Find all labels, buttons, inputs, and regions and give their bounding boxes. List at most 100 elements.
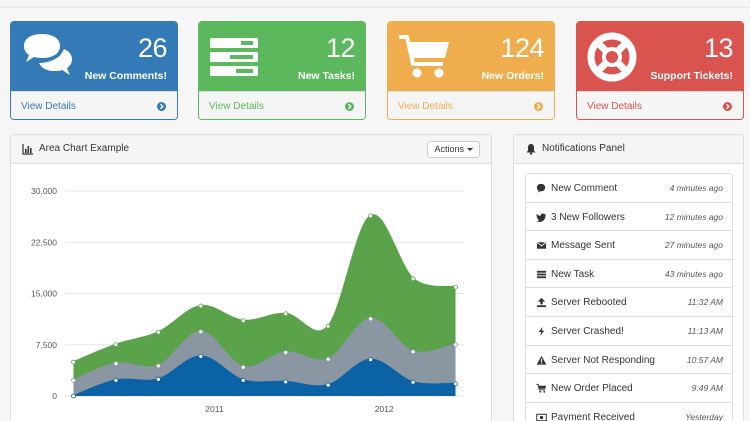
card-number: 12 bbox=[325, 33, 356, 63]
tasks-card: 12 New Tasks! View Details bbox=[198, 21, 366, 120]
money-icon bbox=[536, 413, 547, 421]
data-point[interactable] bbox=[155, 363, 161, 369]
data-point[interactable] bbox=[198, 303, 204, 309]
data-point[interactable] bbox=[71, 393, 76, 399]
y-tick-label: 0 bbox=[52, 391, 57, 401]
card-label: New Comments! bbox=[84, 70, 167, 82]
shopping-cart-icon bbox=[536, 384, 547, 393]
notification-item[interactable]: Server Not Responding 10:57 AM bbox=[526, 346, 732, 375]
view-details-label: View Details bbox=[21, 101, 76, 112]
life-ring-icon bbox=[587, 32, 637, 82]
y-tick-label: 30,000 bbox=[31, 186, 57, 196]
card-header: 124 New Orders! bbox=[388, 22, 554, 91]
upload-icon bbox=[536, 298, 547, 308]
data-point[interactable] bbox=[368, 316, 374, 322]
notification-item[interactable]: Payment Received Yesterday bbox=[526, 403, 732, 421]
data-point[interactable] bbox=[283, 379, 289, 385]
panel-title: Notifications Panel bbox=[542, 143, 625, 154]
notification-time: 12 minutes ago bbox=[664, 211, 723, 222]
warning-icon bbox=[536, 355, 547, 365]
data-point[interactable] bbox=[240, 364, 246, 370]
data-point[interactable] bbox=[71, 377, 76, 383]
view-details-link[interactable]: View Details bbox=[577, 91, 743, 119]
notification-text: New Order Placed bbox=[551, 383, 633, 395]
y-tick-label: 22,500 bbox=[31, 237, 57, 247]
arrow-circle-right-icon bbox=[723, 102, 732, 111]
panel-heading: Notifications Panel bbox=[514, 135, 743, 164]
notification-item[interactable]: New Order Placed 9:49 AM bbox=[526, 374, 732, 403]
card-label: Support Tickets! bbox=[650, 70, 733, 82]
notification-time: 11:13 AM bbox=[687, 325, 723, 336]
data-point[interactable] bbox=[198, 353, 204, 359]
top-divider bbox=[0, 7, 750, 8]
area-series bbox=[73, 356, 456, 396]
data-point[interactable] bbox=[240, 377, 246, 383]
view-details-link[interactable]: View Details bbox=[388, 91, 554, 119]
notification-item[interactable]: Server Rebooted 11:32 AM bbox=[526, 288, 732, 317]
view-details-label: View Details bbox=[398, 101, 453, 112]
orders-card: 124 New Orders! View Details bbox=[387, 21, 555, 120]
data-point[interactable] bbox=[283, 350, 289, 355]
notification-text: Message Sent bbox=[551, 240, 615, 252]
notification-time: 9:49 AM bbox=[691, 383, 723, 394]
data-point[interactable] bbox=[155, 376, 161, 382]
notification-time: 43 minutes ago bbox=[664, 268, 723, 279]
data-point[interactable] bbox=[240, 318, 246, 324]
notification-time: Yesterday bbox=[685, 411, 723, 421]
data-point[interactable] bbox=[325, 356, 331, 362]
data-point[interactable] bbox=[283, 311, 289, 317]
comments-card: 26 New Comments! View Details bbox=[10, 21, 178, 120]
data-point[interactable] bbox=[325, 382, 331, 388]
notification-text: New Comment bbox=[551, 183, 618, 194]
data-point[interactable] bbox=[453, 342, 458, 348]
panel-title: Area Chart Example bbox=[39, 143, 130, 154]
series-line bbox=[73, 214, 456, 364]
actions-dropdown-button[interactable]: Actions bbox=[427, 141, 480, 158]
panel-heading: Area Chart Example Actions bbox=[11, 135, 491, 164]
comment-icon bbox=[536, 183, 546, 193]
view-details-link[interactable]: View Details bbox=[199, 91, 365, 119]
notification-text: 3 New Followers bbox=[551, 211, 625, 223]
card-number: 124 bbox=[500, 33, 544, 63]
y-tick-label: 15,000 bbox=[31, 289, 57, 299]
view-details-link[interactable]: View Details bbox=[11, 91, 177, 119]
notification-item[interactable]: Server Crashed! 11:13 AM bbox=[526, 317, 732, 346]
notification-item[interactable]: 3 New Followers 12 minutes ago bbox=[526, 203, 732, 232]
data-point[interactable] bbox=[410, 379, 416, 385]
data-point[interactable] bbox=[325, 323, 331, 329]
data-point[interactable] bbox=[368, 213, 374, 219]
data-point[interactable] bbox=[198, 329, 204, 335]
card-header: 13 Support Tickets! bbox=[577, 22, 743, 91]
notification-item[interactable]: New Task 43 minutes ago bbox=[526, 260, 732, 289]
data-point[interactable] bbox=[113, 377, 119, 383]
notification-time: 27 minutes ago bbox=[664, 240, 723, 251]
notification-item[interactable]: Message Sent 27 minutes ago bbox=[526, 231, 732, 260]
shopping-cart-icon bbox=[399, 35, 449, 78]
data-point[interactable] bbox=[71, 359, 76, 365]
notification-item[interactable]: New Comment 4 minutes ago bbox=[526, 174, 732, 203]
tasks-icon bbox=[210, 38, 258, 76]
area-chart: 0 7,500 15,000 22,500 30,000 2011 2012 bbox=[31, 186, 464, 414]
card-header: 26 New Comments! bbox=[11, 22, 177, 91]
caret-down-icon bbox=[467, 148, 473, 152]
card-header: 12 New Tasks! bbox=[199, 22, 365, 91]
notification-text: Payment Received bbox=[551, 411, 635, 421]
bell-icon bbox=[526, 144, 536, 155]
data-point[interactable] bbox=[453, 381, 458, 387]
data-point[interactable] bbox=[368, 357, 374, 363]
data-point[interactable] bbox=[410, 349, 416, 355]
data-point[interactable] bbox=[453, 284, 458, 290]
data-point[interactable] bbox=[113, 342, 119, 348]
card-number: 13 bbox=[703, 33, 734, 63]
view-details-label: View Details bbox=[209, 101, 264, 112]
data-point[interactable] bbox=[410, 276, 416, 282]
card-label: New Tasks! bbox=[298, 70, 355, 82]
bolt-icon bbox=[538, 326, 545, 337]
notification-time: 4 minutes ago bbox=[669, 183, 723, 193]
comments-icon bbox=[24, 34, 72, 75]
data-point[interactable] bbox=[113, 361, 119, 367]
notification-text: Server Crashed! bbox=[551, 325, 624, 337]
notification-text: Server Rebooted bbox=[551, 297, 627, 309]
support-tickets-card: 13 Support Tickets! View Details bbox=[576, 21, 744, 120]
data-point[interactable] bbox=[155, 329, 161, 335]
